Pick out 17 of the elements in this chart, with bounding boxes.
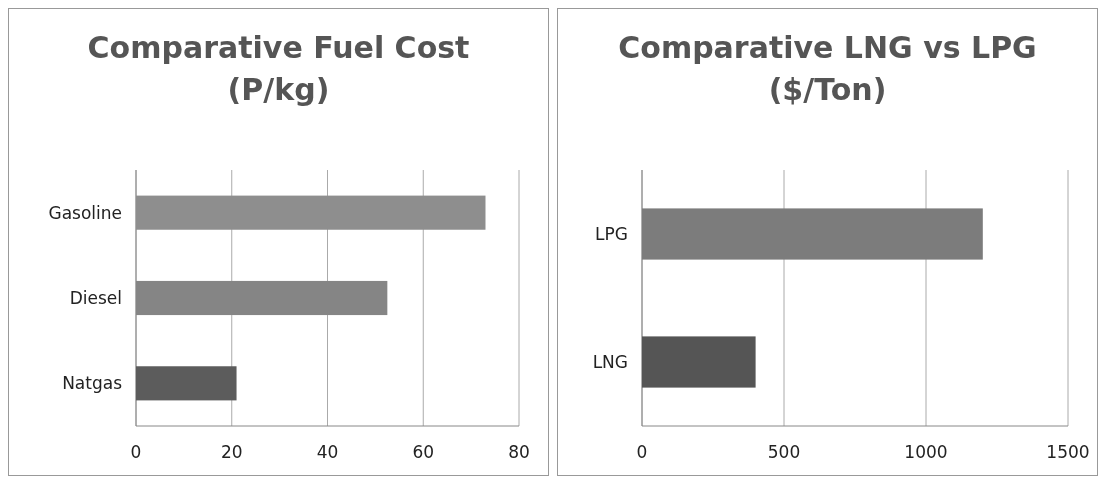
x-tick-label: 80 xyxy=(508,442,530,462)
y-tick-label: Gasoline xyxy=(48,202,122,223)
x-tick-label: 20 xyxy=(220,442,243,462)
x-tick-label: 60 xyxy=(412,442,435,462)
y-tick-label: Natgas xyxy=(62,373,123,394)
x-tick-label: 0 xyxy=(636,442,648,462)
x-tick-label: 500 xyxy=(767,442,801,462)
x-tick-label: 0 xyxy=(130,442,142,462)
bar xyxy=(136,366,237,401)
x-tick-label: 1000 xyxy=(904,442,948,462)
chart-title: Comparative Fuel Cost (P/kg) xyxy=(87,30,470,107)
y-tick-label: LNG xyxy=(592,351,628,372)
chart-title: Comparative LNG vs LPG ($/Ton) xyxy=(618,30,1037,107)
x-tick-label: 1500 xyxy=(1046,442,1090,462)
y-tick-label: Diesel xyxy=(69,287,122,308)
y-tick-label: LPG xyxy=(595,223,628,244)
x-tick-label: 40 xyxy=(316,442,339,462)
